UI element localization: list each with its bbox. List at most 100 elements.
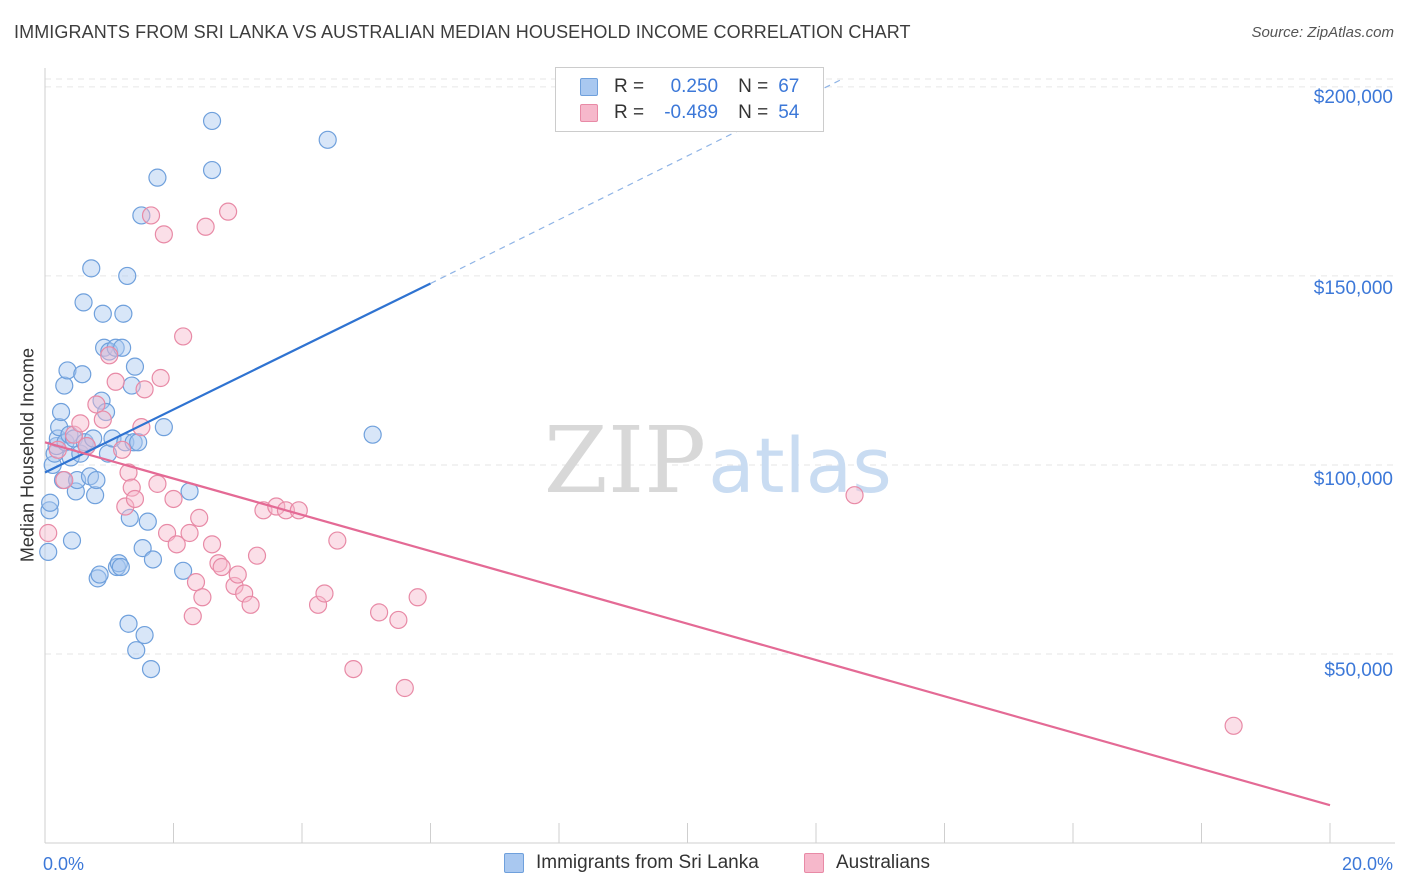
data-point	[370, 603, 389, 622]
data-point	[196, 217, 215, 236]
data-point	[315, 584, 334, 603]
data-point	[135, 380, 154, 399]
data-point	[111, 557, 130, 577]
data-point	[363, 425, 382, 444]
data-point	[39, 542, 58, 562]
data-point	[116, 497, 135, 516]
data-point	[73, 365, 92, 384]
data-point	[74, 293, 93, 312]
data-point	[87, 470, 106, 490]
legend-n-label: N =	[738, 102, 769, 123]
gridlines	[45, 78, 1395, 655]
data-point	[55, 376, 74, 395]
data-point	[212, 557, 231, 577]
data-point	[82, 259, 101, 278]
data-point	[228, 565, 247, 584]
data-point	[247, 546, 267, 565]
data-point	[148, 168, 167, 187]
data-point	[186, 573, 206, 592]
legend-r-label: R =	[614, 102, 645, 123]
data-point	[1224, 716, 1243, 735]
data-point	[125, 489, 145, 509]
data-point	[154, 418, 173, 437]
data-point	[39, 523, 58, 543]
legend-n-value: 67	[778, 76, 800, 97]
watermark-atlas: atlas	[708, 421, 892, 510]
data-point	[395, 678, 414, 698]
watermark: ZIP atlas	[544, 407, 892, 514]
chart-source: Source: ZipAtlas.com	[1251, 24, 1394, 41]
legend-swatch-pink	[580, 104, 598, 122]
chart-title: IMMIGRANTS FROM SRI LANKA VS AUSTRALIAN …	[14, 22, 911, 42]
data-point	[62, 531, 82, 550]
data-point	[40, 501, 59, 520]
y-tick-label: $150,000	[1313, 278, 1393, 299]
x-tick-label-max: 20.0%	[1341, 854, 1393, 874]
legend-swatch-blue	[580, 78, 598, 96]
data-point	[135, 625, 154, 645]
data-point	[328, 531, 347, 550]
data-point	[133, 539, 152, 558]
data-point	[151, 368, 170, 388]
data-point	[71, 414, 90, 433]
legend-r-value: 0.250	[670, 76, 719, 97]
data-point	[154, 225, 173, 244]
data-point	[90, 565, 109, 584]
data-point	[127, 641, 146, 660]
data-point	[84, 429, 103, 448]
trendline-australians	[44, 441, 1331, 807]
data-point	[308, 595, 328, 614]
data-point	[202, 111, 222, 131]
data-point	[148, 474, 167, 493]
data-point	[183, 607, 202, 626]
data-point	[389, 610, 408, 630]
stats-legend-row-australians: R = -0.489 N = 54	[580, 100, 799, 126]
series-sri-lanka-points	[39, 111, 382, 679]
watermark-zip: ZIP	[544, 407, 706, 514]
data-point	[408, 588, 427, 607]
data-point	[93, 410, 112, 429]
data-point	[86, 486, 105, 505]
data-point	[106, 338, 125, 357]
y-tick-label: $200,000	[1313, 87, 1393, 108]
data-point	[318, 130, 337, 149]
data-point	[202, 535, 222, 554]
legend-label: Australians	[836, 852, 930, 873]
legend-swatch-pink	[804, 853, 824, 873]
legend-item-australians: Australians	[804, 852, 930, 874]
data-point	[51, 402, 71, 422]
data-point	[235, 584, 254, 603]
y-tick-label: $50,000	[1324, 660, 1393, 681]
data-point	[174, 327, 193, 346]
data-point	[122, 478, 141, 497]
data-point	[845, 486, 864, 505]
trendlines	[44, 78, 1331, 807]
data-point	[129, 433, 148, 452]
legend-r-value: -0.489	[664, 102, 719, 123]
data-point	[219, 202, 238, 221]
data-point	[193, 588, 212, 607]
data-point	[100, 346, 119, 365]
legend-n-label: N =	[738, 76, 769, 97]
data-point	[344, 659, 363, 679]
data-point	[120, 508, 139, 527]
data-point	[50, 418, 69, 437]
data-point	[138, 512, 157, 531]
x-tick-label-min: 0.0%	[43, 854, 85, 874]
data-point	[180, 523, 199, 543]
data-point	[174, 561, 193, 580]
data-point	[87, 395, 106, 414]
data-point	[164, 489, 183, 509]
legend-r-label: R =	[614, 76, 645, 97]
series-australians-points	[39, 202, 1243, 735]
y-tick-label: $100,000	[1313, 469, 1393, 490]
data-point	[114, 304, 133, 323]
axes	[44, 68, 1395, 844]
data-point	[190, 508, 209, 527]
data-point	[125, 357, 145, 376]
data-point	[141, 659, 161, 679]
data-point	[112, 440, 132, 459]
data-point	[143, 550, 163, 569]
data-point	[55, 470, 74, 490]
